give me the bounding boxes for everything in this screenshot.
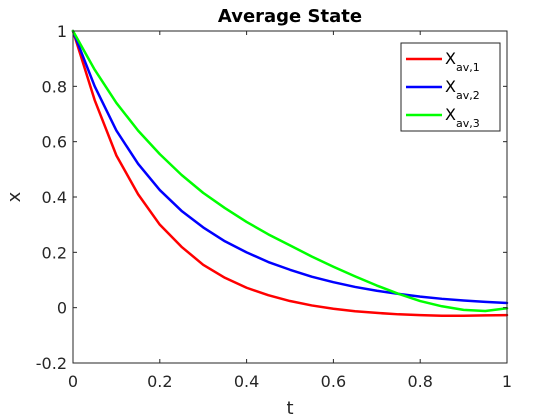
ticks-layer: 0 0.2 0.4 0.6 0.8 1-0.200.20.40.60.81 (36, 22, 512, 391)
x-tick-label: 1 (502, 372, 512, 391)
y-tick-label: 1 (57, 22, 67, 41)
x-tick-label: 0.6 (321, 372, 346, 391)
legend-label-2: Xav,2 (445, 77, 480, 102)
series-layer (71, 29, 509, 317)
x-tick-label: 0 (68, 372, 78, 391)
x-tick-label: 0.2 (147, 372, 172, 391)
x-axis-label: t (286, 398, 293, 419)
y-tick-label: 0 (57, 299, 67, 318)
y-tick-label: -0.2 (36, 354, 67, 373)
y-tick-label: 0.2 (42, 243, 67, 262)
legend-label-1: Xav,1 (445, 49, 480, 74)
x-tick-label: 0.4 (234, 372, 259, 391)
y-axis-label: x (4, 191, 25, 202)
series-line-2 (71, 29, 509, 305)
y-tick-label: 0.8 (42, 77, 67, 96)
series-line-3 (71, 29, 509, 313)
y-tick-label: 0.6 (42, 133, 67, 152)
legend-label-3: Xav,3 (445, 105, 480, 130)
legend: Xav,1 Xav,2 Xav,3 (400, 42, 501, 132)
series-line-1 (71, 29, 509, 317)
y-tick-label: 0.4 (42, 188, 67, 207)
x-tick-label: 0.8 (407, 372, 432, 391)
plot-frame (72, 30, 508, 364)
chart-title: Average State (218, 6, 362, 27)
